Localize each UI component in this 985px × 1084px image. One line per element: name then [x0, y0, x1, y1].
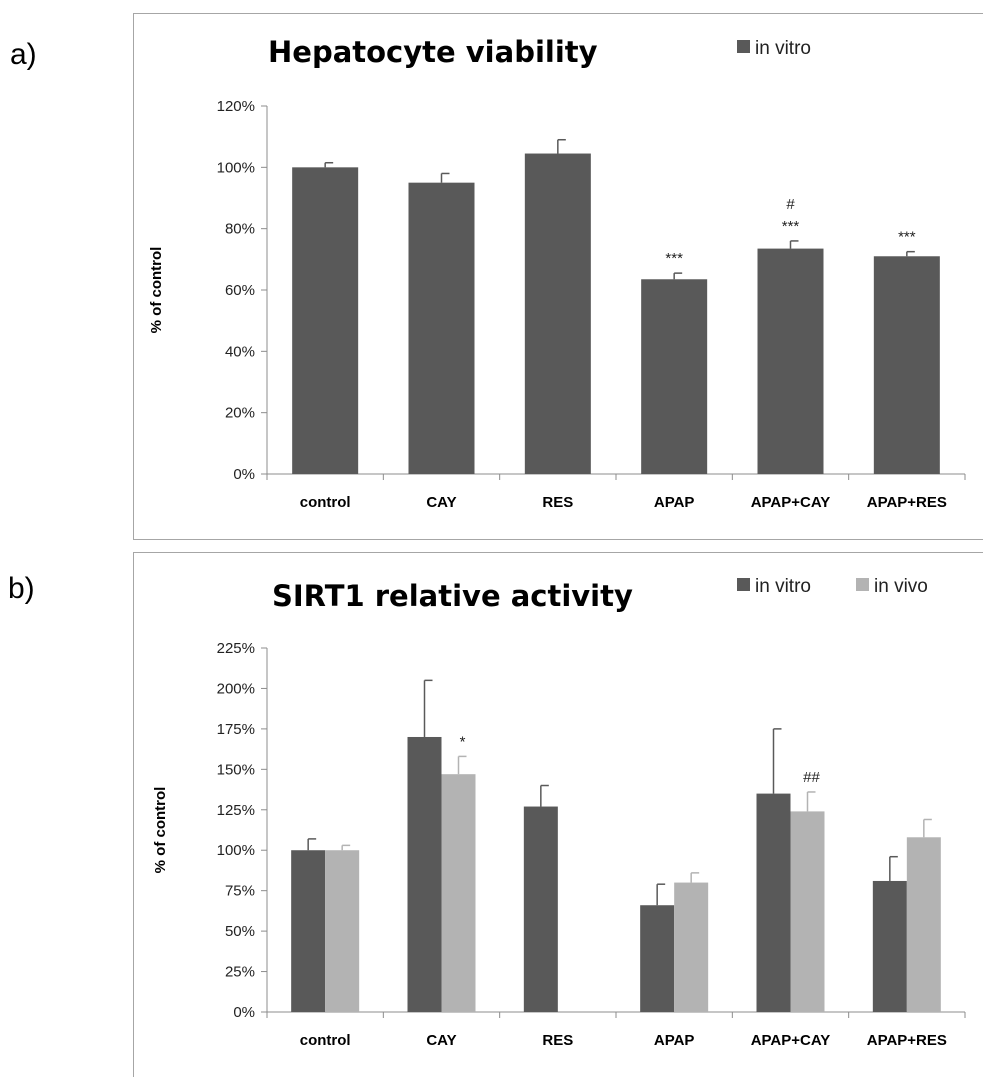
y-tick-label: 0%	[233, 1004, 255, 1021]
y-tick-label: 225%	[217, 640, 255, 657]
x-tick-label-res: RES	[542, 1032, 573, 1049]
bar-apap-cay-series-0	[757, 248, 824, 474]
y-tick-label: 125%	[217, 802, 255, 819]
significance-marker: ***	[898, 229, 916, 246]
legend-label-0: in vitro	[755, 38, 811, 59]
legend-swatch-0	[737, 578, 750, 591]
x-tick-label-apap-res: APAP+RES	[867, 1032, 947, 1049]
bar-res-series-0	[524, 153, 591, 475]
x-tick-label-control: control	[300, 494, 351, 511]
y-tick-label: 100%	[217, 842, 255, 859]
bar-apap-res-series-0	[872, 880, 907, 1012]
x-tick-label-apap-cay: APAP+CAY	[751, 494, 831, 511]
legend-label-0: in vitro	[755, 576, 811, 597]
bar-apap-res-series-1	[906, 837, 941, 1012]
x-tick-label-res: RES	[542, 494, 573, 511]
x-tick-label-control: control	[300, 1032, 351, 1049]
legend-label-1: in vivo	[874, 576, 928, 597]
chart-title: Hepatocyte viability	[268, 35, 598, 69]
bar-control-series-0	[292, 167, 359, 475]
y-tick-label: 50%	[225, 923, 255, 940]
significance-marker: ***	[782, 218, 800, 235]
bar-apap-cay-series-1	[790, 811, 825, 1012]
x-tick-label-apap-cay: APAP+CAY	[751, 1032, 831, 1049]
y-tick-label: 80%	[225, 221, 255, 238]
y-tick-label: 25%	[225, 964, 255, 981]
bar-apap-series-0	[641, 279, 708, 474]
significance-marker: ***	[665, 250, 683, 267]
y-tick-label: 200%	[217, 680, 255, 697]
bar-apap-series-0	[640, 905, 675, 1012]
x-tick-label-apap-res: APAP+RES	[867, 494, 947, 511]
y-tick-label: 175%	[217, 721, 255, 738]
bar-cay-series-0	[407, 736, 442, 1012]
bar-apap-cay-series-0	[756, 793, 791, 1012]
y-tick-label: 0%	[233, 466, 255, 483]
y-tick-label: 60%	[225, 282, 255, 299]
bar-control-series-1	[325, 850, 360, 1012]
bar-res-series-0	[523, 806, 558, 1012]
bar-cay-series-0	[408, 182, 475, 474]
x-tick-label-apap: APAP	[654, 1032, 695, 1049]
chart-title: SIRT1 relative activity	[272, 579, 633, 613]
bar-cay-series-1	[441, 774, 476, 1012]
bar-control-series-0	[291, 850, 326, 1012]
legend-swatch-0	[737, 40, 750, 53]
chart-frame-b	[133, 552, 983, 1077]
y-tick-label: 100%	[217, 159, 255, 176]
x-tick-label-apap: APAP	[654, 494, 695, 511]
significance-marker: ##	[803, 769, 820, 786]
y-tick-label: 120%	[217, 98, 255, 115]
bar-apap-res-series-0	[873, 256, 940, 474]
significance-marker: #	[786, 196, 795, 213]
y-tick-label: 20%	[225, 405, 255, 422]
x-tick-label-cay: CAY	[426, 1032, 456, 1049]
legend-swatch-1	[856, 578, 869, 591]
significance-marker: *	[460, 733, 466, 750]
y-axis-label: % of control	[152, 787, 169, 874]
y-tick-label: 150%	[217, 761, 255, 778]
bar-apap-series-1	[674, 882, 709, 1012]
y-tick-label: 40%	[225, 343, 255, 360]
panel-label-a: a)	[10, 38, 37, 71]
y-tick-label: 75%	[225, 883, 255, 900]
panel-label-b: b)	[8, 572, 35, 605]
x-tick-label-cay: CAY	[426, 494, 456, 511]
y-axis-label: % of control	[148, 247, 165, 334]
